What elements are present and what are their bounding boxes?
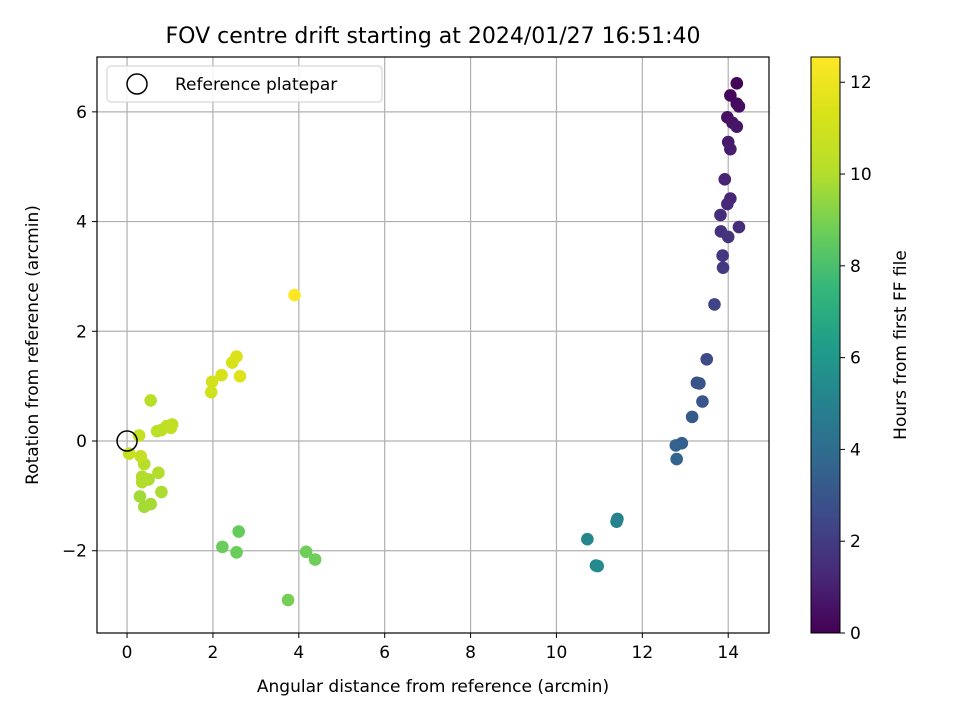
y-axis-ticks: −2 0 2 4 6 xyxy=(62,103,97,562)
y-axis-label: Rotation from reference (arcmin) xyxy=(23,205,43,485)
scatter-point xyxy=(232,525,245,538)
scatter-point xyxy=(134,450,148,463)
scatter-point xyxy=(308,553,322,566)
scatter-point xyxy=(216,540,229,554)
scatter-point xyxy=(591,559,604,573)
scatter-point xyxy=(144,497,157,511)
scatter-point xyxy=(288,288,301,302)
x-tick-label: 12 xyxy=(632,643,654,663)
legend-box xyxy=(106,65,383,103)
colorbar-tick-label: 10 xyxy=(850,165,872,185)
x-tick-label: 0 xyxy=(122,643,133,663)
chart-title: FOV centre drift starting at 2024/01/27 … xyxy=(166,24,701,49)
scatter-point xyxy=(721,230,735,244)
scatter-point xyxy=(299,545,313,559)
scatter-point xyxy=(135,475,149,489)
scatter-point xyxy=(696,395,709,408)
scatter-point xyxy=(730,120,744,133)
scatter-point xyxy=(581,532,594,546)
scatter-point xyxy=(133,490,147,503)
scatter-point xyxy=(215,368,228,382)
scatter-point xyxy=(724,142,737,156)
scatter-point xyxy=(230,546,243,559)
scatter-point xyxy=(144,394,157,407)
scatter-point xyxy=(708,298,721,311)
colorbar-gradient xyxy=(810,56,841,634)
scatter-point xyxy=(718,173,732,186)
scatter-point xyxy=(732,100,746,113)
legend-marker-reference-platepar xyxy=(126,73,148,95)
x-axis-label: Angular distance from reference (arcmin) xyxy=(257,677,609,697)
scatter-point xyxy=(716,261,730,274)
scatter-point xyxy=(205,375,219,389)
colorbar: 0 2 4 6 8 10 12 Hours from first FF file xyxy=(810,56,911,644)
colorbar-ticks: 0 2 4 6 8 10 12 xyxy=(840,73,872,644)
y-tick-label: 6 xyxy=(76,103,87,123)
scatter-point xyxy=(204,385,218,399)
scatter-point xyxy=(700,352,714,366)
scatter-point xyxy=(693,377,706,390)
x-tick-label: 14 xyxy=(717,643,739,663)
colorbar-tick-label: 0 xyxy=(850,624,861,644)
scatter-points xyxy=(116,77,746,607)
scatter-point xyxy=(716,249,729,262)
y-tick-label: −2 xyxy=(62,542,87,562)
x-tick-label: 2 xyxy=(208,643,219,663)
scatter-point xyxy=(281,593,295,607)
scatter-point xyxy=(721,197,734,211)
scatter-point xyxy=(233,369,247,383)
scatter-point xyxy=(155,485,168,499)
scatter-point xyxy=(730,77,744,90)
scatter-point xyxy=(230,350,243,363)
x-tick-label: 8 xyxy=(465,643,476,663)
x-tick-label: 4 xyxy=(293,643,304,663)
grid-lines xyxy=(97,57,769,633)
scatter-point xyxy=(132,429,146,442)
y-tick-label: 4 xyxy=(76,213,87,233)
colorbar-tick-label: 12 xyxy=(850,73,872,93)
scatter-point xyxy=(670,452,683,466)
y-tick-label: 2 xyxy=(76,322,87,342)
scatter-point xyxy=(610,515,623,528)
reference-platepar-marker xyxy=(116,430,138,452)
x-tick-label: 10 xyxy=(546,643,568,663)
colorbar-tick-label: 8 xyxy=(850,257,861,277)
scatter-point xyxy=(152,466,165,480)
colorbar-tick-label: 4 xyxy=(850,440,861,460)
colorbar-tick-label: 6 xyxy=(850,349,861,369)
scatter-point xyxy=(164,421,178,435)
legend-label-reference-platepar: Reference platepar xyxy=(175,75,337,95)
x-axis-ticks: 0 2 4 6 8 10 12 14 xyxy=(122,633,739,663)
scatter-point xyxy=(685,410,699,424)
legend: Reference platepar xyxy=(106,65,383,103)
y-tick-label: 0 xyxy=(76,432,87,452)
scatter-point xyxy=(714,208,727,222)
colorbar-label: Hours from first FF file xyxy=(891,250,911,440)
plot-area-frame xyxy=(96,56,770,634)
colorbar-tick-label: 2 xyxy=(850,532,861,552)
scatter-point xyxy=(732,220,746,234)
x-tick-label: 6 xyxy=(379,643,390,663)
scatter-point xyxy=(669,439,683,452)
